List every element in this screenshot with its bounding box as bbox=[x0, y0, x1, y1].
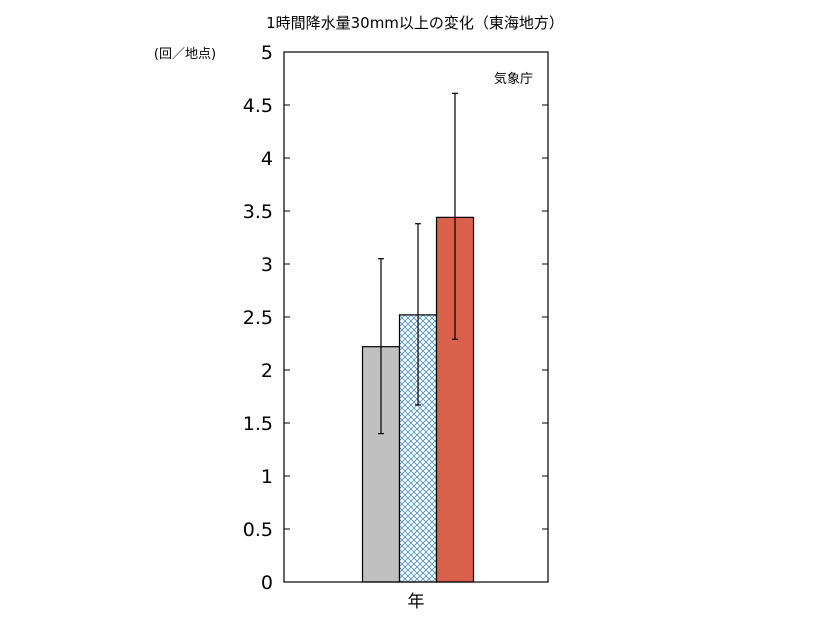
y-tick-label: 4.5 bbox=[243, 95, 273, 117]
y-tick-label: 2.5 bbox=[243, 307, 273, 329]
source-annotation: 気象庁 bbox=[494, 71, 533, 87]
y-tick-label: 1.5 bbox=[243, 413, 273, 435]
y-tick-label: 3.5 bbox=[243, 201, 273, 223]
y-tick-label: 3 bbox=[261, 254, 273, 276]
y-tick-label: 5 bbox=[261, 42, 273, 64]
y-tick-label: 0.5 bbox=[243, 519, 273, 541]
y-tick-label: 4 bbox=[261, 148, 273, 170]
y-tick-label: 2 bbox=[261, 360, 273, 382]
y-tick-label: 1 bbox=[261, 466, 273, 488]
chart-title: 1時間降水量30mm以上の変化（東海地方） bbox=[266, 14, 564, 32]
y-axis-label: (回／地点) bbox=[154, 47, 216, 62]
y-tick-label: 0 bbox=[261, 572, 273, 594]
x-category-label: 年 bbox=[408, 592, 425, 612]
